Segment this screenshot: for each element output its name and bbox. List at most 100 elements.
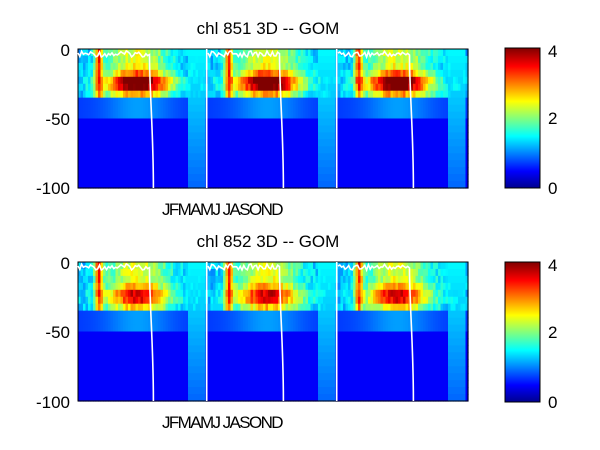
heatmap-cell xyxy=(248,275,252,284)
heatmap-cell xyxy=(410,76,414,85)
heatmap-cell xyxy=(105,160,109,168)
heatmap-cell xyxy=(283,69,287,78)
heatmap-cell xyxy=(80,76,84,85)
heatmap-cell xyxy=(165,83,169,92)
heatmap-cell xyxy=(198,268,202,277)
heatmap-cell xyxy=(230,373,234,381)
heatmap-cell xyxy=(115,289,119,298)
heatmap-cell xyxy=(320,125,324,133)
heatmap-cell xyxy=(310,160,314,168)
heatmap-cell xyxy=(198,125,202,133)
heatmap-cell xyxy=(240,174,244,182)
heatmap-cell xyxy=(98,310,102,319)
heatmap-cell xyxy=(135,111,139,120)
heatmap-cell xyxy=(338,153,342,161)
heatmap-cell xyxy=(220,268,224,277)
heatmap-cell xyxy=(155,387,159,395)
heatmap-cell xyxy=(403,146,407,154)
heatmap-cell xyxy=(393,132,397,140)
heatmap-cell xyxy=(218,296,222,305)
heatmap-cell xyxy=(188,69,192,78)
heatmap-cell xyxy=(170,181,174,189)
heatmap-cell xyxy=(285,275,289,284)
heatmap-cell xyxy=(133,331,137,340)
heatmap-cell xyxy=(245,289,249,298)
heatmap-cell xyxy=(350,146,354,154)
heatmap-cell xyxy=(188,181,192,189)
heatmap-cell xyxy=(353,174,357,182)
heatmap-cell xyxy=(295,303,299,312)
heatmap-cell xyxy=(168,111,172,120)
heatmap-cell xyxy=(88,324,92,333)
heatmap-cell xyxy=(270,160,274,168)
heatmap-cell xyxy=(203,324,207,333)
heatmap-cell xyxy=(108,331,112,340)
heatmap-cell xyxy=(183,331,187,340)
heatmap-cell xyxy=(180,139,184,147)
heatmap-cell xyxy=(315,83,319,92)
heatmap-cell xyxy=(385,83,389,92)
heatmap-cell xyxy=(313,174,317,182)
heatmap-cell xyxy=(168,324,172,333)
heatmap-cell xyxy=(235,303,239,312)
heatmap-cell xyxy=(120,167,124,175)
heatmap-cell xyxy=(430,111,434,120)
heatmap-cell xyxy=(280,49,284,57)
heatmap-cell xyxy=(458,97,462,106)
heatmap-cell xyxy=(123,146,127,154)
heatmap-cell xyxy=(430,76,434,85)
heatmap-cell xyxy=(208,167,212,175)
heatmap-cell xyxy=(158,125,162,133)
heatmap-cell xyxy=(203,352,207,360)
heatmap-cell xyxy=(258,324,262,333)
heatmap-cell xyxy=(143,83,147,92)
heatmap-cell xyxy=(120,55,124,64)
heatmap-cell xyxy=(233,317,237,326)
heatmap-cell xyxy=(355,174,359,182)
heatmap-cell xyxy=(185,352,189,360)
heatmap-cell xyxy=(160,331,164,340)
heatmap-cell xyxy=(405,49,409,57)
heatmap-cell xyxy=(353,76,357,85)
heatmap-cell xyxy=(93,181,97,189)
heatmap-cell xyxy=(183,181,187,189)
heatmap-cell xyxy=(203,111,207,120)
heatmap-cell xyxy=(388,97,392,106)
heatmap-cell xyxy=(213,296,217,305)
heatmap-cell xyxy=(193,90,197,99)
heatmap-cell xyxy=(383,76,387,85)
heatmap-cell xyxy=(200,125,204,133)
heatmap-cell xyxy=(100,310,104,319)
heatmap-cell xyxy=(260,153,264,161)
heatmap-cell xyxy=(230,76,234,85)
heatmap-cell xyxy=(365,69,369,78)
heatmap-cell xyxy=(443,118,447,127)
heatmap-cell xyxy=(215,118,219,127)
heatmap-cell xyxy=(125,90,129,99)
heatmap-cell xyxy=(418,104,422,113)
heatmap-cell xyxy=(433,132,437,140)
heatmap-cell xyxy=(408,125,412,133)
heatmap-cell xyxy=(130,104,134,113)
heatmap-cell xyxy=(93,139,97,147)
heatmap-cell xyxy=(160,139,164,147)
heatmap-cell xyxy=(390,69,394,78)
heatmap-cell xyxy=(435,76,439,85)
heatmap-cell xyxy=(245,104,249,113)
heatmap-cell xyxy=(275,282,279,291)
heatmap-cell xyxy=(88,167,92,175)
heatmap-cell xyxy=(285,174,289,182)
heatmap-cell xyxy=(330,83,334,92)
heatmap-cell xyxy=(330,111,334,120)
heatmap-cell xyxy=(308,132,312,140)
heatmap-cell xyxy=(358,111,362,120)
heatmap-cell xyxy=(175,139,179,147)
heatmap-cell xyxy=(158,345,162,353)
heatmap-cell xyxy=(390,146,394,154)
heatmap-cell xyxy=(290,366,294,374)
heatmap-cell xyxy=(410,160,414,168)
heatmap-cell xyxy=(310,139,314,147)
heatmap-cell xyxy=(448,153,452,161)
heatmap-cell xyxy=(423,174,427,182)
heatmap-cell xyxy=(203,83,207,92)
